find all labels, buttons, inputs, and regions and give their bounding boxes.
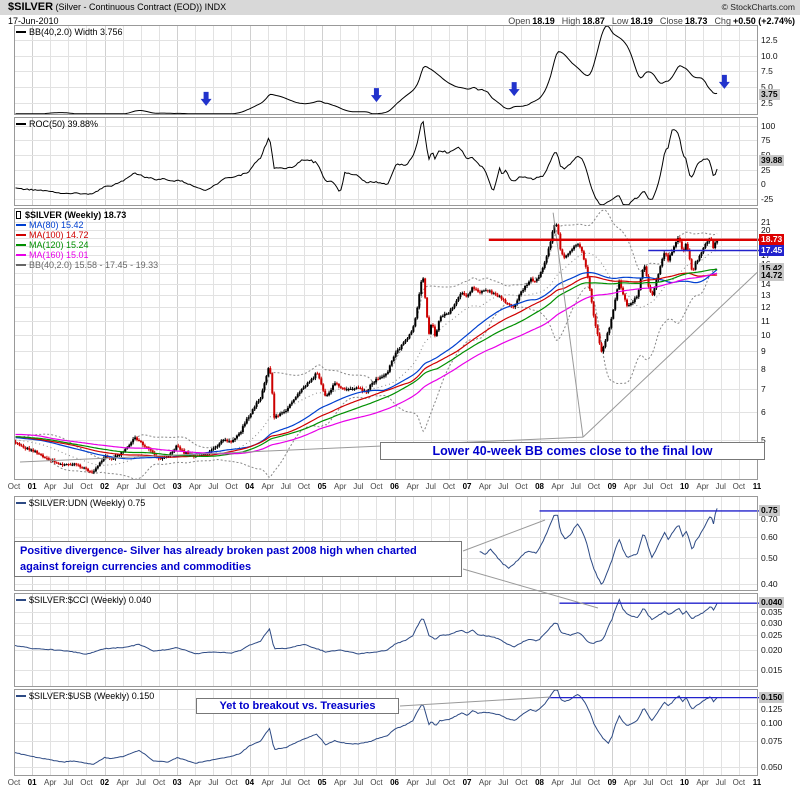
bbwidth-line [15,25,718,114]
legend-bbwidth-label: BB(40,2.0) Width 3.756 [29,27,123,37]
squeeze-arrows [200,74,730,106]
candlestick-icon [16,211,21,219]
down-arrow-icon [718,74,730,89]
legend-usb-label: $SILVER:$USB (Weekly) 0.150 [29,691,155,701]
roc-line [15,120,718,205]
line-swatch-icon [16,695,26,697]
legend-bb-label: BB(40,2.0) 15.58 - 17.45 - 19.33 [29,260,159,270]
panel-border-usb [14,689,758,776]
legend-price: $SILVER (Weekly) 18.73 MA(80) 15.42 MA(1… [16,210,158,270]
quote-low: Low 18.19 [611,16,653,26]
legend-price-symbol: $SILVER (Weekly) 18.73 [16,210,158,220]
legend-bbwidth: BB(40,2.0) Width 3.756 [16,27,123,37]
line-swatch-icon [16,244,26,246]
legend-price-label: $SILVER (Weekly) 18.73 [25,210,127,220]
quote-open: Open 18.19 [508,16,555,26]
panel-border-price [14,208,758,480]
legend-udn-label: $SILVER:UDN (Weekly) 0.75 [29,498,146,508]
legend-ma120: MA(120) 15.24 [16,240,158,250]
line-swatch-icon [16,599,26,601]
grid-bbwidth [14,25,758,114]
trendline [552,212,584,438]
legend-ma160-label: MA(160) 15.01 [29,250,89,260]
down-arrow-icon [508,82,520,97]
legend-ma100-label: MA(100) 14.72 [29,230,89,240]
trendlines [19,212,758,463]
grid-roc [14,117,758,205]
line-swatch-icon [16,234,26,236]
down-arrow-icon [370,88,382,103]
legend-ma80-label: MA(80) 15.42 [29,220,84,230]
panel-border-roc [14,117,758,206]
legend-ma160: MA(160) 15.01 [16,250,158,260]
callout-line [399,696,552,707]
trendline [19,436,584,463]
callout-line [462,568,599,609]
legend-roc-label: ROC(50) 39.88% [29,119,99,129]
legend-ma80: MA(80) 15.42 [16,220,158,230]
ohlc-quote: Open 18.19 High 18.87 Low 18.19 Close 18.73 Chg +… [501,16,795,26]
udn-line [479,508,718,585]
legend-ma120-label: MA(120) 15.24 [29,240,89,250]
line-swatch-icon [16,502,26,504]
panel-border-cci [14,593,758,687]
callout-line [462,519,546,552]
line-swatch-icon [16,264,26,266]
annotation-lower-bb: Lower 40-week BB comes close to the fina… [380,442,765,460]
legend-roc: ROC(50) 39.88% [16,119,98,129]
chart-title: $SILVER (Silver - Continuous Contract (E… [8,1,226,13]
header-bar [0,0,800,15]
trendline [582,272,758,438]
line-swatch-icon [16,123,26,125]
chart-date: 17-Jun-2010 [8,16,59,26]
legend-ma100: MA(100) 14.72 [16,230,158,240]
quote-chg: Chg +0.50 (+2.74%) [714,16,795,26]
price-panel-graphics [14,209,719,479]
annotation-treasuries: Yet to breakout vs. Treasuries [196,698,399,714]
line-swatch-icon [16,224,26,226]
quote-close: Close 18.73 [659,16,708,26]
title-rest: (Silver - Continuous Contract (EOD)) IND… [53,2,227,12]
copyright-label: © StockCharts.com [721,2,795,12]
grid-cci [14,593,758,686]
line-swatch-icon [16,31,26,33]
legend-udn: $SILVER:UDN (Weekly) 0.75 [16,498,145,508]
legend-cci-label: $SILVER:$CCI (Weekly) 0.040 [29,595,152,605]
usb-line [14,689,718,765]
line-swatch-icon [16,254,26,256]
annotation-positive-divergence: Positive divergence- Silver has already … [14,541,462,577]
symbol-label: $SILVER [8,1,54,13]
panel-border-bbwidth [14,25,758,115]
down-arrow-icon [200,91,212,106]
legend-bb: BB(40,2.0) 15.58 - 17.45 - 19.33 [16,260,158,270]
legend-usb: $SILVER:$USB (Weekly) 0.150 [16,691,154,701]
quote-high: High 18.87 [561,16,605,26]
legend-cci: $SILVER:$CCI (Weekly) 0.040 [16,595,151,605]
cci-line [14,598,718,655]
